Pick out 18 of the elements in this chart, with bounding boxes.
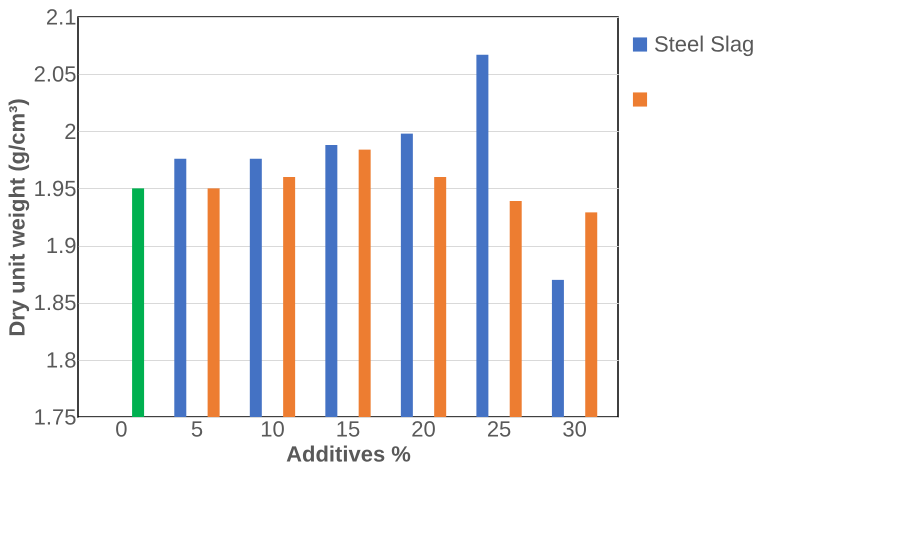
y-tick-label: 1.8 — [46, 347, 76, 372]
y-tick-label: 1.85 — [34, 290, 76, 316]
x-tick-label: 0 — [115, 416, 128, 442]
x-tick-label: 10 — [260, 416, 285, 442]
y-tick-label: 2.1 — [46, 4, 76, 30]
y-axis-title: Dry unit weight (g/cm³) — [4, 98, 30, 337]
x-tick-label: 25 — [486, 416, 512, 442]
x-tick-label: 15 — [336, 416, 360, 442]
x-tick-label: 30 — [562, 416, 587, 442]
y-tick-label: 1.9 — [46, 233, 76, 258]
x-axis-title: Additives % — [286, 442, 411, 466]
x-tick-label: 20 — [411, 416, 436, 442]
y-tick-label: 2.05 — [34, 62, 76, 87]
y-tick-label: 1.75 — [34, 404, 76, 430]
legend-label: Steel Slag — [654, 32, 754, 56]
x-tick-label: 5 — [190, 416, 204, 442]
y-tick-label: 2 — [64, 118, 76, 144]
y-tick-label: 1.95 — [34, 176, 76, 201]
